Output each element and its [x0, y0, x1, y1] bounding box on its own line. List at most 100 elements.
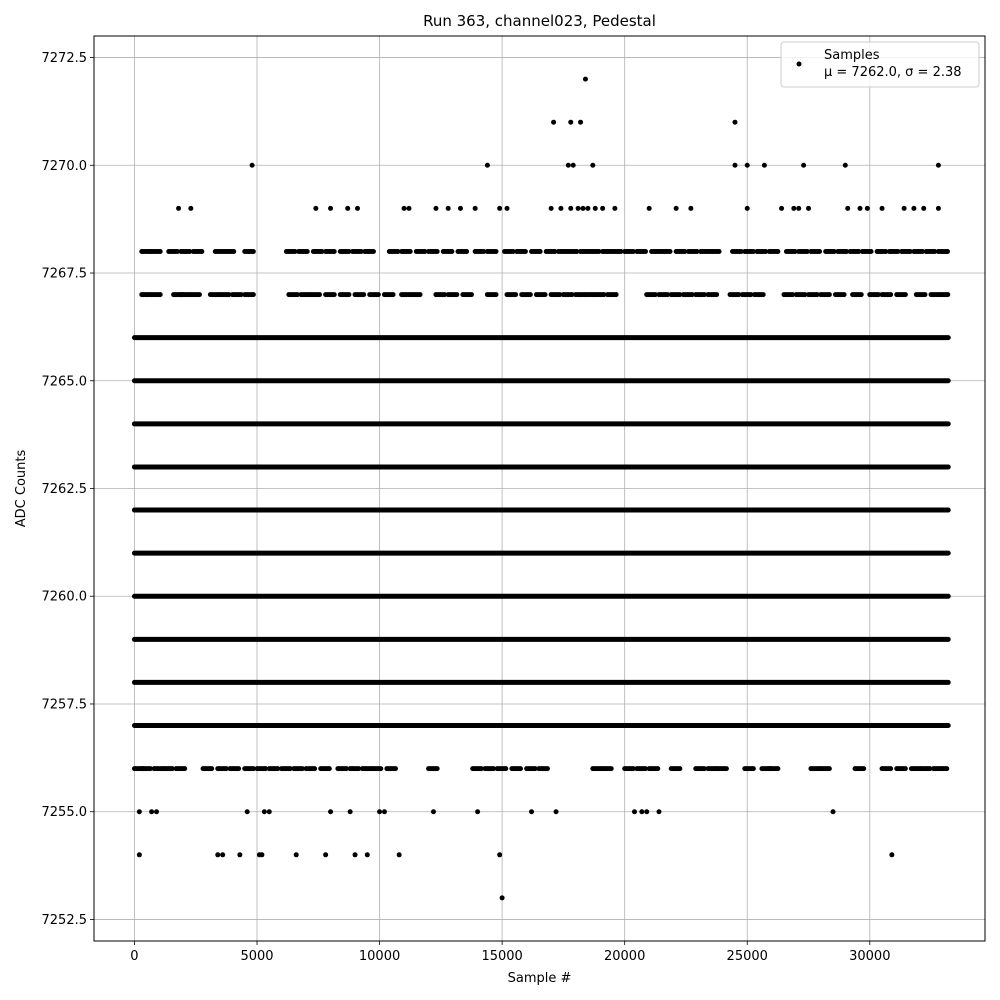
data-point [596, 248, 602, 254]
x-tick-label: 30000 [849, 949, 890, 964]
data-point [182, 766, 188, 772]
data-point [433, 205, 439, 211]
data-point [714, 292, 720, 298]
data-point [804, 248, 810, 254]
data-point [434, 248, 440, 254]
data-point [522, 248, 528, 254]
data-point [434, 766, 440, 772]
data-point [744, 205, 750, 211]
data-point [902, 292, 908, 298]
data-point [677, 766, 683, 772]
data-point [639, 809, 645, 815]
data-point [287, 766, 293, 772]
data-point [238, 292, 244, 298]
data-point [493, 248, 499, 254]
data-point [570, 162, 576, 168]
data-point [826, 766, 832, 772]
data-point [378, 766, 384, 772]
data-point [430, 809, 436, 815]
data-point [590, 162, 596, 168]
data-point [464, 248, 470, 254]
data-point [630, 766, 636, 772]
data-point [529, 809, 535, 815]
data-point [442, 292, 448, 298]
data-point [518, 766, 524, 772]
data-point [396, 852, 402, 858]
data-point [665, 292, 671, 298]
data-point [261, 809, 267, 815]
data-point [932, 248, 938, 254]
y-tick-label: 7270.0 [42, 159, 88, 174]
data-point [346, 248, 352, 254]
data-point [188, 205, 194, 211]
data-point [454, 292, 460, 298]
data-point [491, 766, 497, 772]
data-point [244, 809, 250, 815]
x-tick-label: 10000 [359, 949, 400, 964]
data-point [568, 205, 574, 211]
x-tick-label: 15000 [481, 949, 522, 964]
data-point [147, 766, 153, 772]
data-point [331, 248, 337, 254]
data-point [796, 205, 802, 211]
data-point [792, 248, 798, 254]
data-point [911, 205, 917, 211]
data-point [630, 248, 636, 254]
data-point [919, 248, 925, 254]
data-point [944, 248, 950, 254]
data-point [568, 119, 574, 125]
data-point [861, 766, 867, 772]
data-point [220, 852, 226, 858]
data-point [558, 205, 564, 211]
data-point [643, 766, 649, 772]
data-point [513, 292, 519, 298]
data-point [655, 766, 661, 772]
data-point [631, 809, 637, 815]
data-point [176, 205, 182, 211]
data-point [364, 852, 370, 858]
data-point [199, 248, 205, 254]
data-point [499, 895, 505, 901]
data-point [497, 205, 503, 211]
data-point [236, 766, 242, 772]
data-point [901, 205, 907, 211]
data-point [575, 205, 581, 211]
data-point [422, 248, 428, 254]
data-point [226, 292, 232, 298]
data-point [844, 248, 850, 254]
y-tick-label: 7265.0 [42, 374, 88, 389]
data-point [304, 248, 310, 254]
data-point [716, 248, 722, 254]
data-point [732, 119, 738, 125]
data-point [585, 205, 591, 211]
data-point [237, 852, 243, 858]
data-point [493, 292, 499, 298]
axis-ticks: 0 5000 10000 15000 20000 25000 30000 7252.5 7255… [42, 51, 891, 964]
data-point [826, 292, 832, 298]
data-point [656, 809, 662, 815]
data-point [578, 119, 584, 125]
data-point [763, 248, 769, 254]
data-point [395, 248, 401, 254]
data-point [817, 248, 823, 254]
data-point [935, 162, 941, 168]
data-point [250, 292, 256, 298]
data-point [927, 766, 933, 772]
data-point [682, 248, 688, 254]
data-point [582, 76, 588, 82]
data-point [801, 162, 807, 168]
data-point [149, 809, 155, 815]
data-point [355, 205, 361, 211]
data-point [231, 248, 237, 254]
data-point [445, 205, 451, 211]
data-point [527, 292, 533, 298]
data-point [738, 248, 744, 254]
y-tick-label: 7257.5 [42, 697, 88, 712]
legend-box [780, 41, 980, 88]
data-point [856, 248, 862, 254]
data-point [842, 162, 848, 168]
data-point [935, 205, 941, 211]
x-tick-label: 20000 [604, 949, 645, 964]
data-point [888, 766, 894, 772]
data-point [484, 162, 490, 168]
